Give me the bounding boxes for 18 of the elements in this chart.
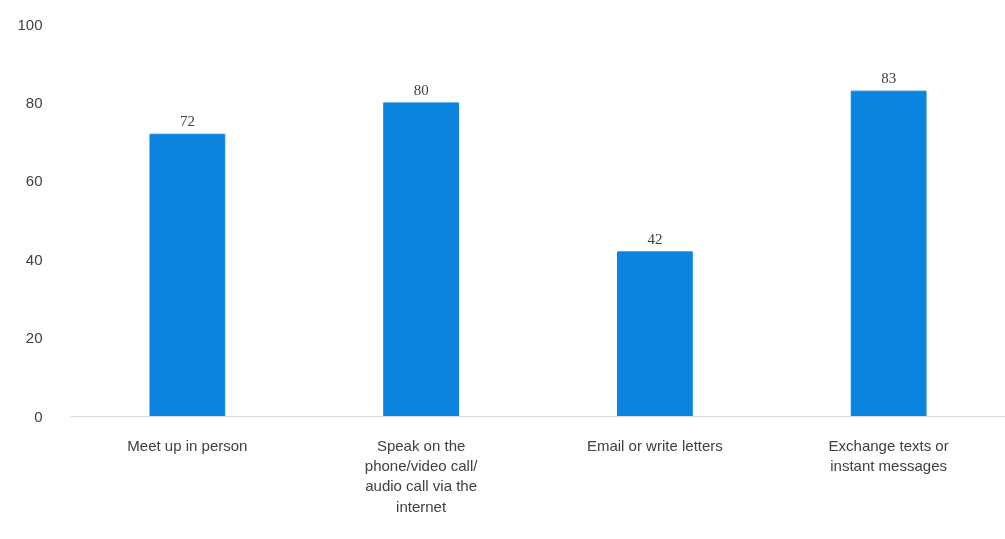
y-tick-label: 0 — [34, 407, 43, 425]
bar — [383, 102, 460, 417]
y-tick-label: 60 — [25, 172, 43, 190]
bar — [850, 90, 927, 417]
y-tick-label: 20 — [25, 329, 43, 347]
y-tick-label: 100 — [17, 15, 43, 33]
y-tick-label: 40 — [25, 250, 43, 268]
x-tick-label: Meet up in person — [127, 436, 248, 454]
y-tick-label: 80 — [25, 93, 43, 111]
data-label: 72 — [179, 113, 195, 130]
data-label: 80 — [413, 81, 429, 98]
x-tick-label: Exchange texts or instant messages — [828, 436, 949, 474]
data-label: 42 — [647, 230, 663, 247]
x-tick-label: Email or write letters — [586, 436, 723, 454]
data-label: 83 — [881, 70, 897, 87]
x-tick-label: Speak on the phone/video call/ audio call via the internet — [364, 436, 479, 515]
bar — [149, 133, 226, 417]
bar — [616, 251, 693, 417]
